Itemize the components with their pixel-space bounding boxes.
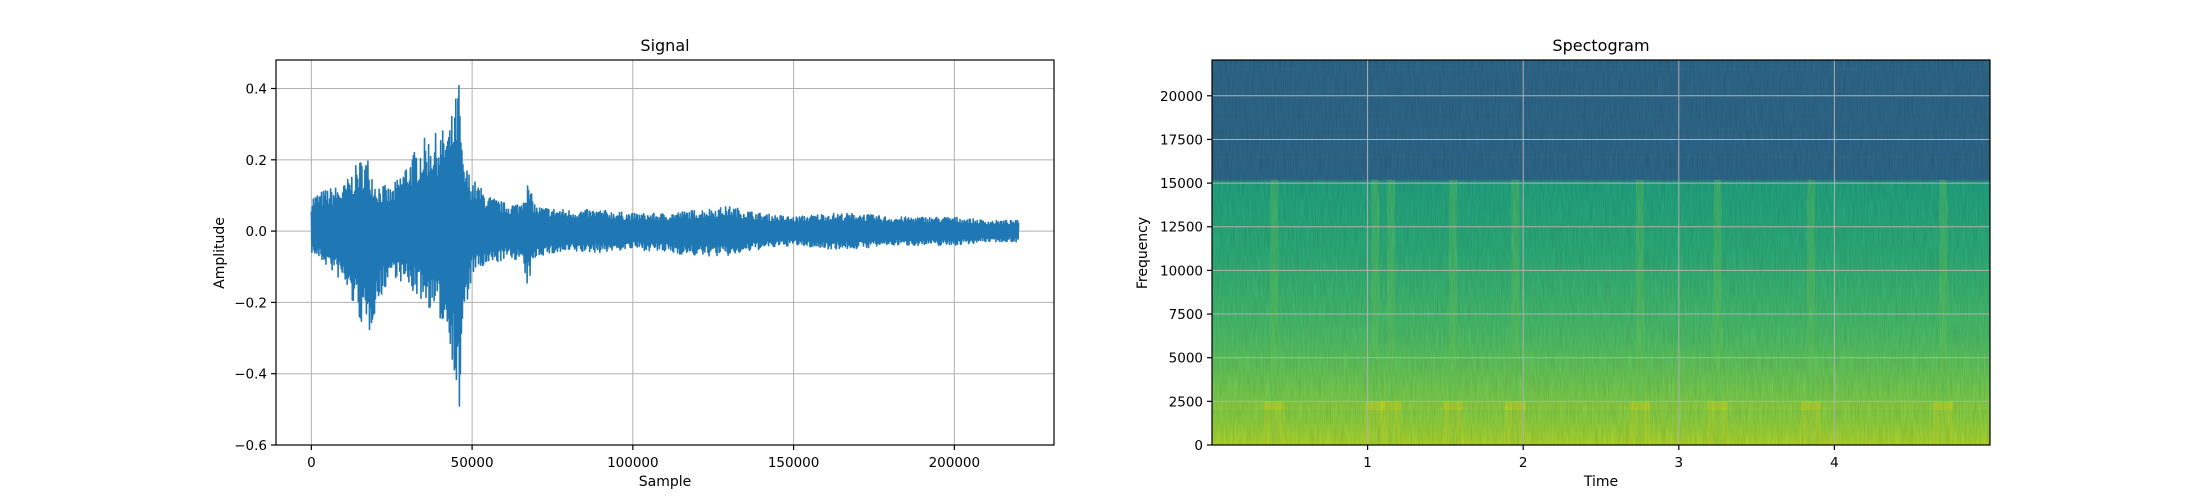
signal-y-tick-label: −0.4 — [234, 367, 267, 383]
signal-x-tick-label: 200000 — [929, 455, 981, 471]
spectrogram-texture — [1212, 60, 1990, 445]
spectrogram-y-tick-label: 20000 — [1160, 89, 1203, 105]
spectrogram-title: Spectogram — [1552, 36, 1649, 55]
signal-y-tick-label: 0.2 — [246, 153, 267, 169]
signal-x-axis-label: Sample — [639, 474, 692, 490]
signal-title: Signal — [640, 36, 689, 55]
spectrogram-y-tick-label: 15000 — [1160, 176, 1203, 192]
spectrogram-x-tick-label: 4 — [1830, 455, 1839, 471]
signal-plot-frame — [275, 59, 1055, 446]
spectrogram-x-ticks: 1 2 3 4 — [1363, 445, 1839, 471]
signal-y-tick-label: 0.0 — [246, 224, 267, 240]
spectrogram-x-tick-label: 1 — [1363, 455, 1372, 471]
spectrogram-y-tick-label: 10000 — [1160, 263, 1203, 279]
spectrogram-image — [1212, 60, 1990, 445]
signal-y-tick-label: −0.2 — [234, 295, 267, 311]
signal-chart: Signal 0 50000 100000 150000 200000 −0.6 −0.4… — [212, 36, 1055, 490]
spectrogram-y-axis-label: Frequency — [1135, 217, 1151, 289]
spectrogram-chart: Spectogram 1 2 3 4 0 2500 5000 7500 10000 12500 1… — [1135, 36, 1991, 490]
signal-y-tick-label: −0.6 — [234, 438, 267, 454]
spectrogram-y-tick-label: 5000 — [1169, 351, 1203, 367]
signal-y-tick-label: 0.4 — [246, 82, 267, 98]
spectrogram-x-axis-label: Time — [1583, 474, 1618, 490]
signal-y-axis-label: Amplitude — [212, 217, 228, 289]
spectrogram-x-tick-label: 3 — [1675, 455, 1684, 471]
signal-x-ticks: 0 50000 100000 150000 200000 — [307, 445, 980, 471]
spectrogram-x-tick-label: 2 — [1519, 455, 1528, 471]
spectrogram-y-tick-label: 2500 — [1169, 394, 1203, 410]
signal-y-ticks: −0.6 −0.4 −0.2 0.0 0.2 0.4 — [234, 82, 276, 454]
signal-waveform — [310, 84, 1020, 407]
signal-x-tick-label: 150000 — [768, 455, 820, 471]
spectrogram-y-tick-label: 0 — [1194, 438, 1203, 454]
signal-x-tick-label: 50000 — [451, 455, 494, 471]
spectrogram-y-tick-label: 7500 — [1169, 307, 1203, 323]
spectrogram-y-tick-label: 12500 — [1160, 220, 1203, 236]
spectrogram-y-ticks: 0 2500 5000 7500 10000 12500 15000 17500 20000 — [1160, 89, 1212, 454]
signal-x-tick-label: 0 — [307, 455, 316, 471]
signal-x-tick-label: 100000 — [607, 455, 659, 471]
signal-waveform-line — [310, 84, 1020, 407]
spectrogram-y-tick-label: 17500 — [1160, 132, 1203, 148]
spectrogram-plot-frame — [1211, 59, 1991, 446]
